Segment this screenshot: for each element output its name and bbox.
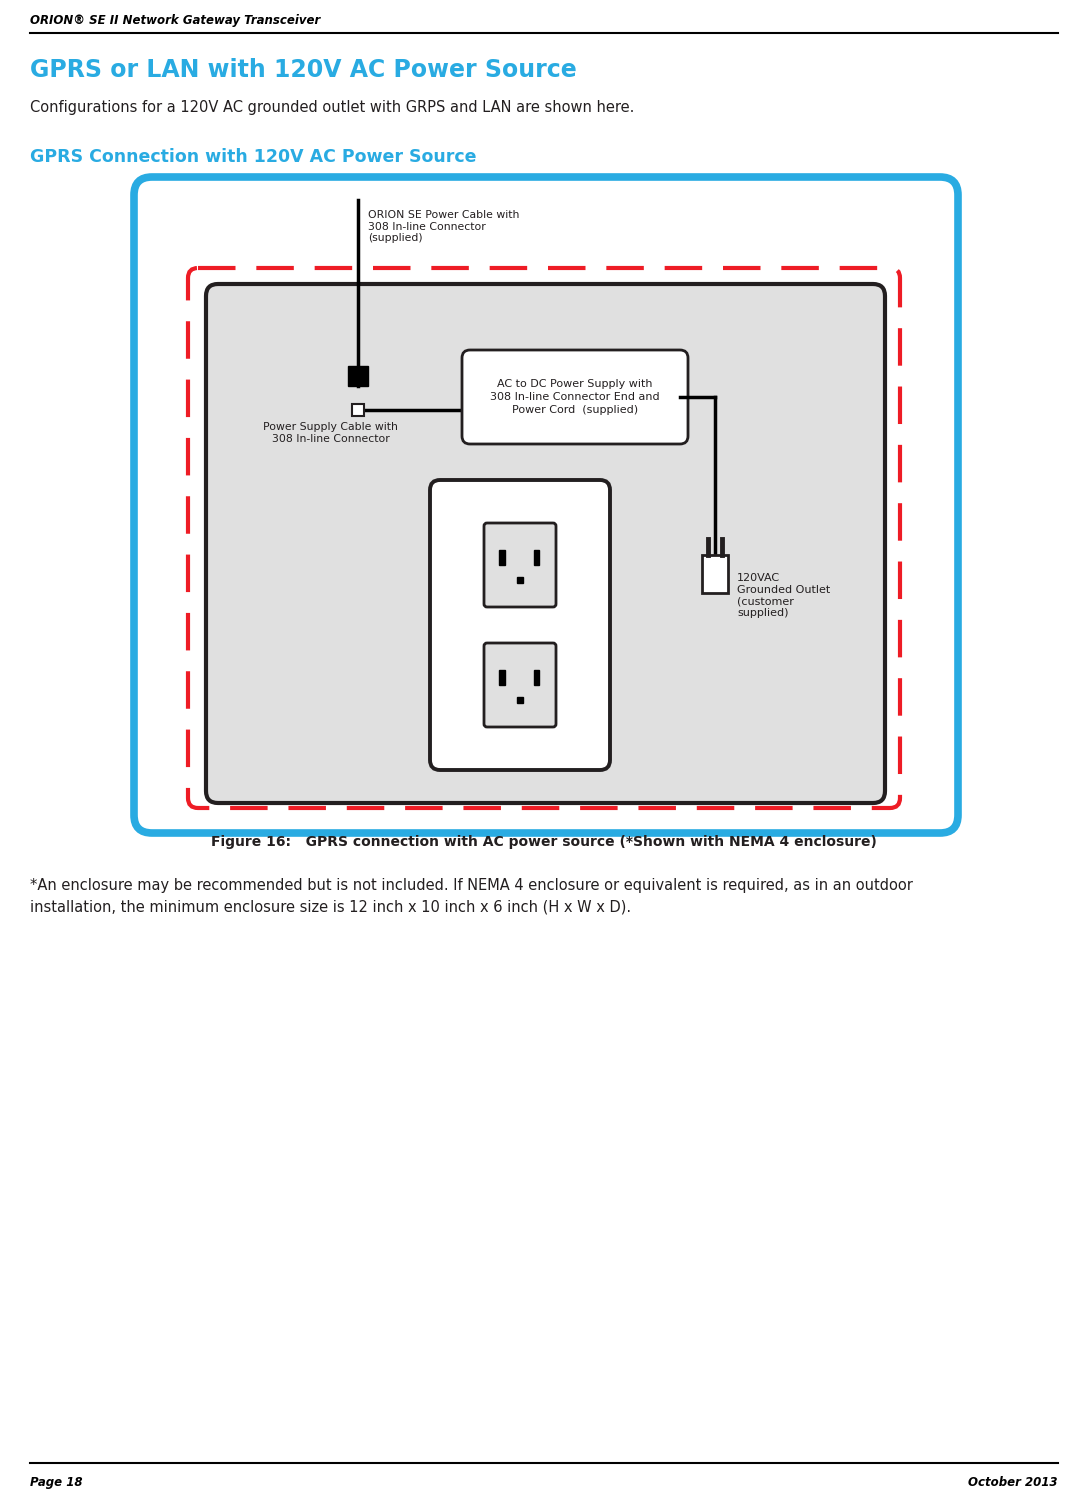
Text: *An enclosure may be recommended but is not included. If NEMA 4 enclosure or equ: *An enclosure may be recommended but is … — [30, 878, 913, 914]
Text: ORION SE Power Cable with
308 In-line Connector
(supplied): ORION SE Power Cable with 308 In-line Co… — [368, 210, 519, 243]
FancyBboxPatch shape — [484, 643, 556, 727]
Text: AC to DC Power Supply with
308 In-line Connector End and
Power Cord  (supplied): AC to DC Power Supply with 308 In-line C… — [491, 379, 659, 415]
FancyBboxPatch shape — [134, 177, 959, 833]
Bar — [499, 550, 505, 565]
FancyBboxPatch shape — [462, 350, 688, 443]
Bar — [517, 577, 523, 583]
FancyBboxPatch shape — [430, 479, 610, 770]
FancyBboxPatch shape — [206, 284, 885, 803]
Bar — [534, 550, 540, 565]
Bar — [348, 367, 368, 386]
Text: October 2013: October 2013 — [968, 1476, 1058, 1489]
Bar — [499, 670, 505, 685]
Text: GPRS Connection with 120V AC Power Source: GPRS Connection with 120V AC Power Sourc… — [30, 147, 477, 165]
Text: ORION® SE II Network Gateway Transceiver: ORION® SE II Network Gateway Transceiver — [30, 14, 320, 27]
Bar — [534, 670, 540, 685]
Text: 120VAC
Grounded Outlet
(customer
supplied): 120VAC Grounded Outlet (customer supplie… — [737, 573, 830, 618]
Text: Page 18: Page 18 — [30, 1476, 83, 1489]
Bar — [517, 697, 523, 703]
Bar — [353, 404, 364, 416]
Text: Power Supply Cable with
308 In-line Connector: Power Supply Cable with 308 In-line Conn… — [263, 422, 398, 443]
Bar — [702, 555, 728, 594]
Text: Configurations for a 120V AC grounded outlet with GRPS and LAN are shown here.: Configurations for a 120V AC grounded ou… — [30, 101, 634, 116]
Text: GPRS or LAN with 120V AC Power Source: GPRS or LAN with 120V AC Power Source — [30, 59, 577, 83]
Text: Figure 16:   GPRS connection with AC power source (*Shown with NEMA 4 enclosure): Figure 16: GPRS connection with AC power… — [211, 836, 877, 849]
FancyBboxPatch shape — [484, 523, 556, 607]
